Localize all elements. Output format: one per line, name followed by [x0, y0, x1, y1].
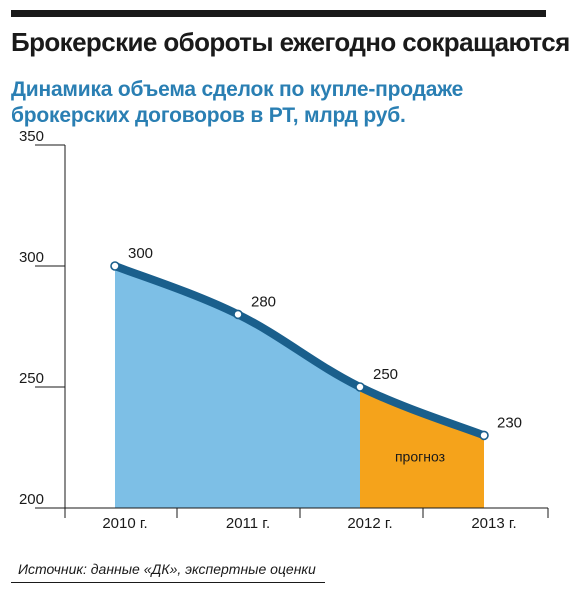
data-point — [355, 382, 365, 392]
x-tick-label: 2010 г. — [102, 515, 147, 532]
data-point — [233, 309, 243, 320]
y-tick-label: 250 — [19, 370, 44, 387]
x-tick-label: 2013 г. — [471, 515, 516, 532]
data-label: 280 — [251, 293, 276, 310]
forecast-label: прогноз — [395, 449, 445, 465]
x-tick-label: 2012 г. — [347, 515, 392, 532]
x-tick-label: 2011 г. — [226, 515, 270, 532]
y-tick-label: 300 — [19, 249, 44, 266]
data-label: 250 — [373, 366, 398, 383]
series-line — [111, 262, 488, 440]
forecast-area — [360, 387, 484, 508]
data-point — [110, 261, 120, 271]
top-rule — [11, 10, 546, 17]
actual-area — [115, 266, 360, 508]
source-rule — [11, 582, 325, 583]
y-tick-label: 350 — [19, 128, 44, 145]
data-point — [479, 430, 489, 441]
area-chart: прогноз 300 280 250 230 200 250 300 350 2010 г. 20… — [19, 128, 549, 532]
y-tick-label: 200 — [19, 491, 44, 508]
chart-subtitle: Динамика объема сделок по купле-продаже … — [11, 78, 464, 127]
data-label: 300 — [128, 245, 153, 262]
source-note: Источник: данные «ДК», экспертные оценки — [18, 561, 316, 577]
chart-title: Брокерские обороты ежегодно сокращаются — [11, 27, 570, 57]
data-label: 230 — [497, 414, 522, 431]
